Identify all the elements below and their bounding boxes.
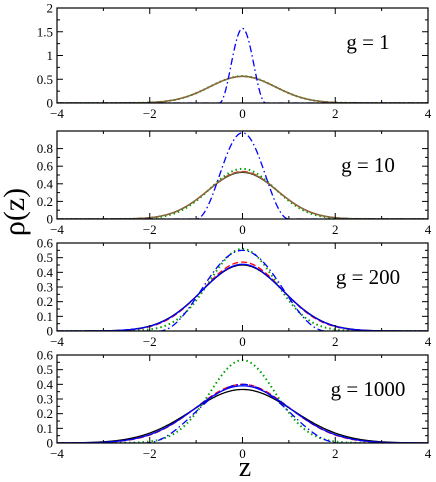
- x-tick-label: −2: [143, 446, 157, 461]
- x-tick-label: 0: [239, 334, 246, 349]
- x-tick-label: −4: [50, 222, 64, 237]
- y-tick-label: 0.1: [37, 421, 53, 436]
- y-tick-label: 0.6: [37, 159, 54, 174]
- y-tick-label: 0.5: [37, 362, 53, 377]
- x-tick-label: 4: [425, 222, 432, 237]
- y-tick-label: 0.4: [37, 377, 54, 392]
- y-tick-label: 0.8: [37, 141, 53, 156]
- series-line-black-solid: [57, 388, 428, 443]
- x-tick-label: −4: [50, 334, 64, 349]
- panels: −4 −2 0 2 400.511.52g = 1−4 −2 0 2 400.20.40.60.…: [37, 1, 432, 462]
- panel-label: g = 1000: [331, 377, 406, 401]
- y-tick-label: 0.3: [37, 392, 53, 407]
- x-tick-label: −2: [143, 334, 157, 349]
- x-tick-label: 2: [332, 446, 339, 461]
- series-line-green-dotted: [57, 247, 428, 331]
- x-tick-label: 2: [332, 222, 339, 237]
- y-tick-label: 1.5: [37, 24, 53, 39]
- panel-3: −4 −2 0 2 400.10.20.30.40.50.6g = 200: [37, 236, 432, 350]
- y-tick-label: 0.6: [37, 348, 54, 363]
- series-line-red-dashed: [57, 170, 428, 219]
- y-tick-label: 0.4: [37, 265, 54, 280]
- x-tick-label: 2: [332, 106, 339, 121]
- series-line-blue-dashdot: [57, 383, 428, 443]
- x-tick-label: 4: [425, 446, 432, 461]
- y-tick-label: 0.2: [37, 294, 53, 309]
- y-tick-label: 0: [47, 212, 54, 227]
- x-tick-label: 2: [332, 334, 339, 349]
- x-tick-label: 4: [425, 334, 432, 349]
- y-tick-label: 0.4: [37, 176, 54, 191]
- series-line-blue-dashdot: [57, 249, 428, 331]
- y-tick-label: 0.1: [37, 309, 53, 324]
- series-line-blue-solid: [57, 385, 428, 443]
- panel-label: g = 1: [346, 30, 389, 54]
- y-tick-label: 0: [47, 96, 54, 111]
- y-tick-label: 0.3: [37, 280, 53, 295]
- y-tick-label: 0: [47, 324, 54, 339]
- x-tick-label: 0: [239, 222, 246, 237]
- x-tick-label: −4: [50, 446, 64, 461]
- series-line-black-solid: [57, 171, 428, 219]
- x-tick-label: −2: [143, 106, 157, 121]
- x-tick-label: −2: [143, 222, 157, 237]
- panel-label: g = 10: [341, 153, 395, 177]
- x-tick-label: −4: [50, 106, 64, 121]
- y-tick-label: 0.5: [37, 250, 53, 265]
- series-group: [57, 247, 428, 331]
- x-axis-label: z: [239, 452, 251, 482]
- panel-4: −4 −2 0 2 400.10.20.30.40.50.6g = 1000: [37, 348, 432, 462]
- series-line-green-dotted: [57, 359, 428, 443]
- panel-1: −4 −2 0 2 4 0 0.5 1 1.5 2 g = 1: [37, 1, 432, 122]
- y-tick-label: 0.6: [37, 236, 54, 251]
- y-tick-label: 0: [47, 436, 54, 451]
- y-axis-label: ρ(z): [0, 188, 31, 236]
- x-tick-label: 0: [239, 106, 246, 121]
- panel-2: −4 −2 0 2 4 0 0.2 0.4 0.6 0.8 g = 10: [37, 130, 432, 237]
- series-line-brown-solid: [57, 171, 428, 219]
- x-tick-label: 0: [239, 446, 246, 461]
- x-tick-label: 4: [425, 106, 432, 121]
- y-tick-label: 0.2: [37, 406, 53, 421]
- y-tick-label: 2: [47, 1, 54, 16]
- panel-label: g = 200: [336, 265, 400, 289]
- y-tick-label: 0.2: [37, 194, 53, 209]
- series-group: [57, 359, 428, 443]
- plot-frame: [56, 7, 429, 104]
- y-tick-label: 0.5: [37, 72, 53, 87]
- y-tick-label: 1: [47, 48, 54, 63]
